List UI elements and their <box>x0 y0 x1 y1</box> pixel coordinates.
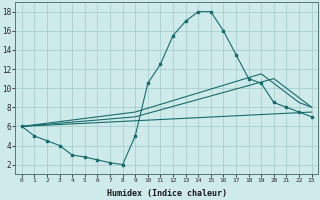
X-axis label: Humidex (Indice chaleur): Humidex (Indice chaleur) <box>107 189 227 198</box>
